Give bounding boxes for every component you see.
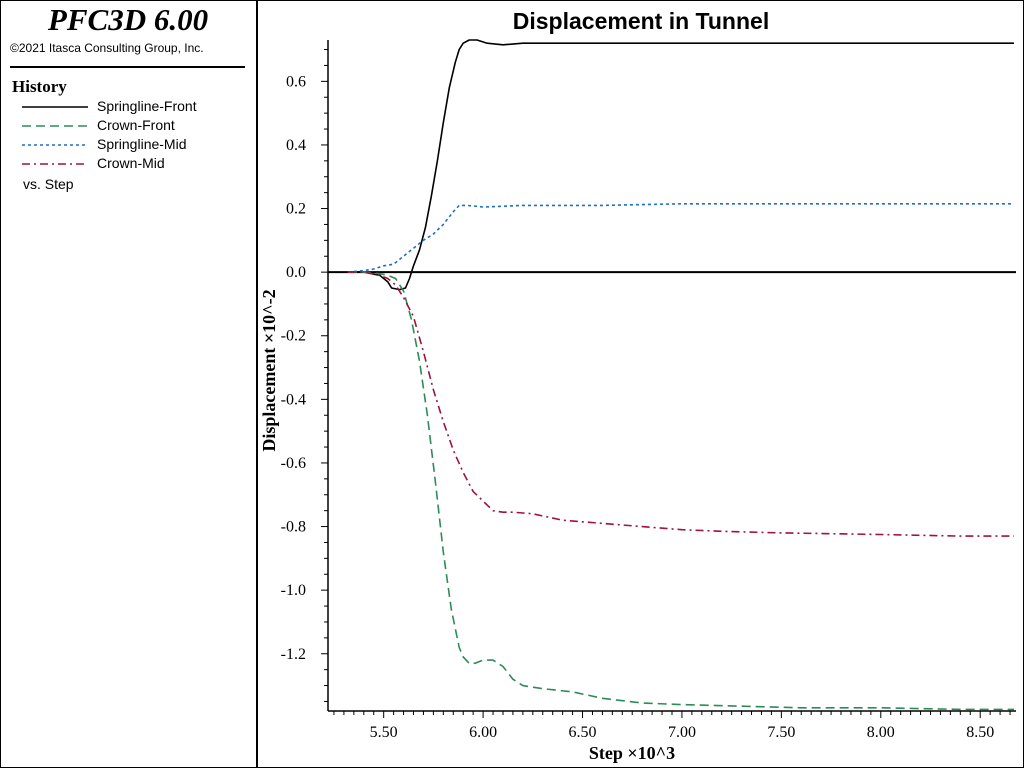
y-tick-label: 0.2	[286, 201, 306, 218]
y-tick-label: 0.6	[286, 73, 306, 90]
legend-swatch	[22, 144, 88, 146]
series-line-springline-front	[347, 39, 1014, 291]
x-axis-title: Step ×10^3	[589, 743, 675, 763]
series-line-crown-mid	[347, 271, 1014, 537]
chart-title: Displacement in Tunnel	[512, 8, 770, 34]
legend-swatch	[22, 106, 88, 108]
x-tick-label: 7.00	[668, 724, 696, 741]
legend-label: Crown-Front	[97, 117, 175, 133]
legend-swatch	[22, 163, 88, 165]
x-tick-label: 7.50	[767, 724, 795, 741]
x-tick-label: 6.50	[569, 724, 597, 741]
y-tick-label: 0.0	[286, 264, 306, 281]
y-tick-label: -1.2	[281, 646, 306, 663]
legend-sidebar: PFC3D 6.00 ©2021 Itasca Consulting Group…	[0, 0, 256, 768]
x-tick-label: 8.50	[966, 724, 994, 741]
legend-label: Crown-Mid	[97, 155, 165, 171]
x-tick-label: 6.00	[469, 724, 497, 741]
x-tick-label: 8.00	[867, 724, 895, 741]
sidebar-rule	[10, 66, 245, 68]
legend-swatch	[22, 125, 88, 127]
series-line-springline-mid	[347, 203, 1014, 273]
y-axis-title: Displacement ×10^-2	[259, 289, 279, 451]
app-title: PFC3D 6.00	[47, 2, 209, 37]
y-tick-label: -0.2	[281, 328, 306, 345]
y-tick-label: -0.6	[281, 455, 306, 472]
y-tick-label: -1.0	[281, 582, 306, 599]
y-tick-label: -0.8	[281, 519, 306, 536]
legend-label: Springline-Front	[97, 98, 197, 114]
history-heading: History	[12, 77, 67, 96]
legend-label: Springline-Mid	[97, 136, 187, 152]
vs-step-label: vs. Step	[23, 176, 74, 192]
y-tick-label: 0.4	[286, 137, 306, 154]
series-line-crown-front	[347, 271, 1014, 711]
y-tick-label: -0.4	[281, 391, 306, 408]
copyright-text: ©2021 Itasca Consulting Group, Inc.	[10, 41, 204, 55]
sidebar-divider	[256, 0, 258, 767]
x-tick-label: 5.50	[370, 724, 398, 741]
